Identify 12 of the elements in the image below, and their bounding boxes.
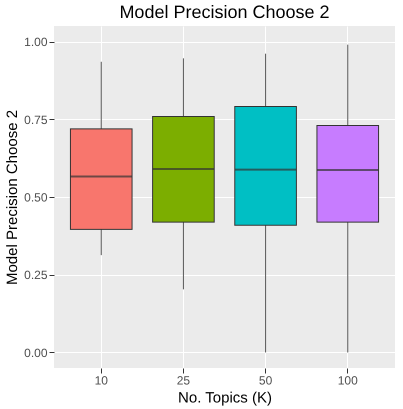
y-tick-label: 0.00 <box>24 346 48 360</box>
y-tick-label: 1.00 <box>24 35 48 50</box>
chart-title: Model Precision Choose 2 <box>119 2 330 22</box>
y-tick-label: 0.50 <box>24 190 48 204</box>
y-axis-title: Model Precision Choose 2 <box>4 110 22 286</box>
x-tick-label: 100 <box>338 374 358 388</box>
x-axis-title: No. Topics (K) <box>178 390 272 406</box>
x-tick-label: 50 <box>258 374 273 388</box>
x-tick-label: 10 <box>94 374 108 388</box>
x-tick-label: 25 <box>176 374 190 388</box>
y-tick-label: 0.25 <box>24 268 48 282</box>
y-tick-label: 0.75 <box>24 112 48 127</box>
